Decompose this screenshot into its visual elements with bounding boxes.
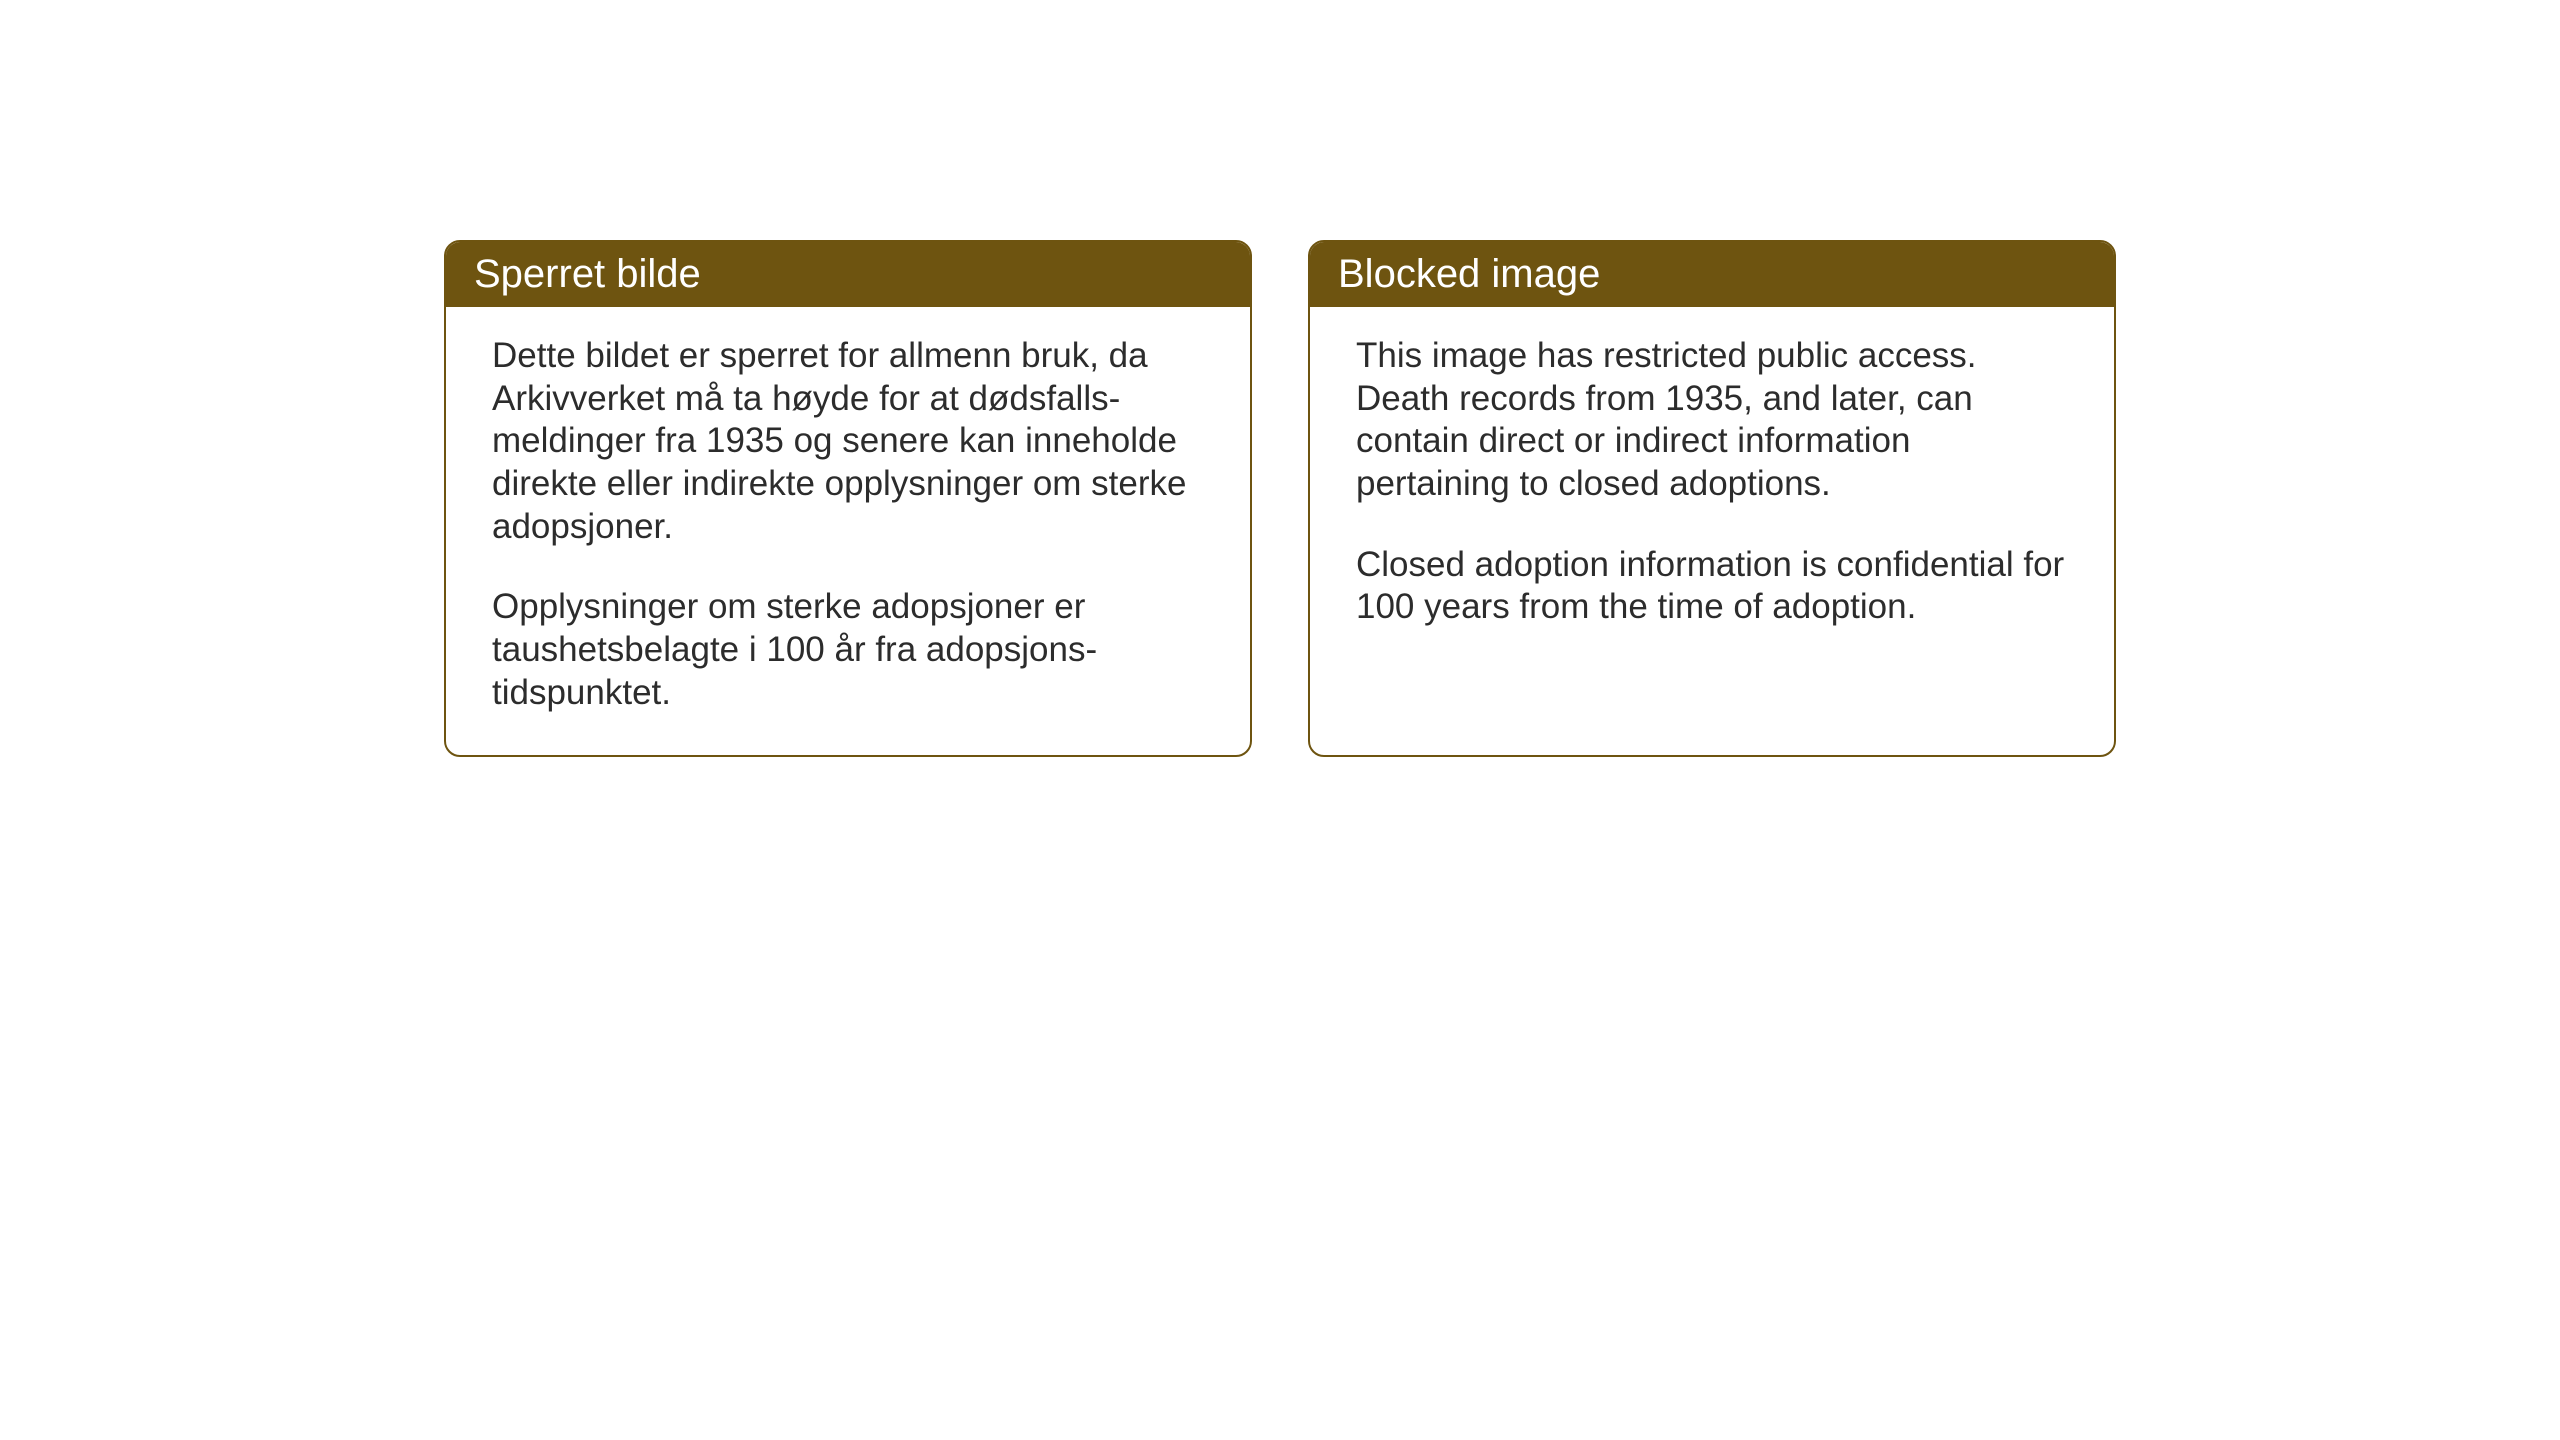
card-header-english: Blocked image [1310,242,2114,307]
card-paragraph-2-english: Closed adoption information is confident… [1356,544,2068,629]
card-paragraph-2-norwegian: Opplysninger om sterke adopsjoner er tau… [492,586,1204,714]
card-title-norwegian: Sperret bilde [474,252,701,296]
card-header-norwegian: Sperret bilde [446,242,1250,307]
card-paragraph-1-norwegian: Dette bildet er sperret for allmenn bruk… [492,335,1204,548]
card-paragraph-1-english: This image has restricted public access.… [1356,335,2068,506]
card-title-english: Blocked image [1338,252,1600,296]
notice-card-norwegian: Sperret bilde Dette bildet er sperret fo… [444,240,1252,757]
notice-card-english: Blocked image This image has restricted … [1308,240,2116,757]
card-body-norwegian: Dette bildet er sperret for allmenn bruk… [446,307,1250,755]
card-body-english: This image has restricted public access.… [1310,307,2114,727]
notice-container: Sperret bilde Dette bildet er sperret fo… [444,240,2116,757]
